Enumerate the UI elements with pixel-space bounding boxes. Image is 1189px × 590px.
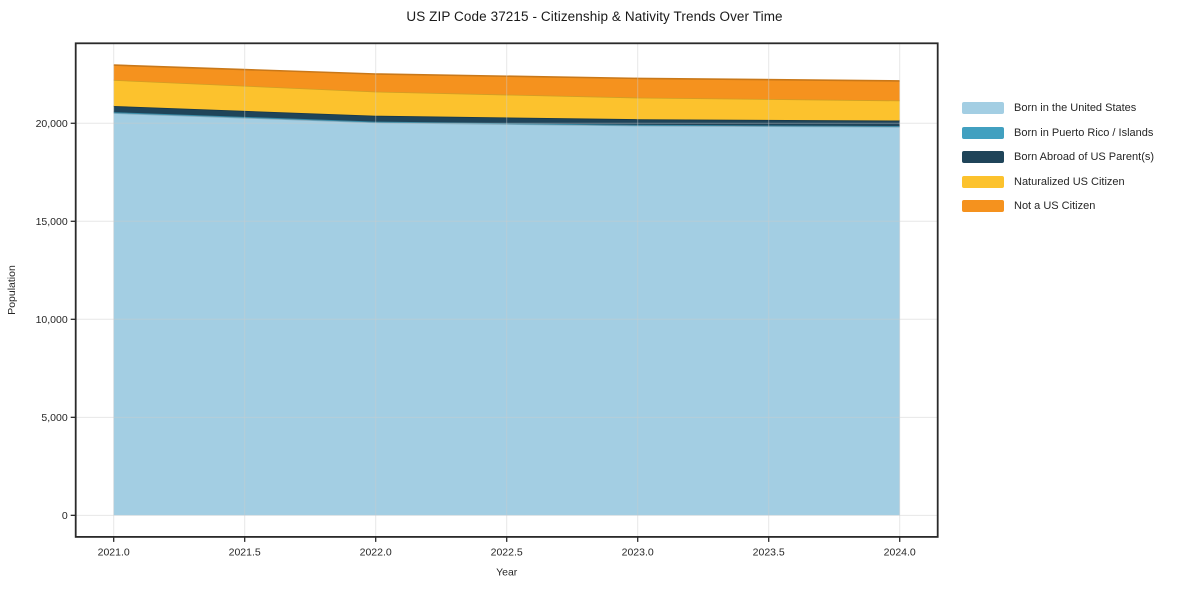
x-tick-labels: 2021.0 2021.5 2022.0 2022.5 2023.0 2023.5 2024… bbox=[98, 546, 916, 558]
legend-label-puerto-rico: Born in Puerto Rico / Islands bbox=[1014, 126, 1154, 139]
legend-item-born-abroad: Born Abroad of US Parent(s) bbox=[962, 151, 1155, 164]
chart-title: US ZIP Code 37215 - Citizenship & Nativi… bbox=[406, 9, 783, 24]
y-tick-20,000: 20,000 bbox=[36, 118, 68, 130]
legend-label-not-citizen: Not a US Citizen bbox=[1014, 200, 1096, 213]
y-tick-0: 0 bbox=[62, 510, 68, 522]
legend: Born in the United States Born in Puerto… bbox=[962, 102, 1154, 225]
area-series-3 bbox=[113, 80, 900, 121]
y-tick-labels: 0 5,000 10,000 15,000 20,000 bbox=[36, 118, 68, 522]
x-tick-2023.5: 2023.5 bbox=[753, 546, 785, 558]
legend-item-born-us: Born in the United States bbox=[962, 102, 1154, 114]
stacked-areas bbox=[113, 64, 900, 516]
x-tick-2022.5: 2022.5 bbox=[491, 546, 523, 558]
legend-label-naturalized: Naturalized US Citizen bbox=[1014, 175, 1125, 188]
axis-ticks bbox=[70, 122, 901, 542]
y-tick-5,000: 5,000 bbox=[41, 412, 67, 424]
legend-swatch-born-abroad bbox=[962, 151, 1004, 164]
x-tick-2021.0: 2021.0 bbox=[98, 546, 130, 558]
legend-item-naturalized: Naturalized US Citizen bbox=[962, 175, 1154, 188]
legend-item-puerto-rico: Born in Puerto Rico / Islands bbox=[962, 126, 1154, 139]
legend-item-not-citizen: Not a US Citizen bbox=[962, 200, 1154, 213]
y-tick-15,000: 15,000 bbox=[36, 216, 68, 228]
area-edge-4 bbox=[113, 64, 900, 82]
y-axis-label: Population bbox=[6, 265, 18, 315]
x-axis-label: Year bbox=[496, 567, 518, 579]
y-tick-10,000: 10,000 bbox=[36, 314, 68, 326]
legend-swatch-born-us bbox=[962, 102, 1004, 114]
x-tick-2022.0: 2022.0 bbox=[360, 546, 392, 558]
x-tick-2023.0: 2023.0 bbox=[622, 546, 654, 558]
area-series-4 bbox=[113, 65, 900, 101]
legend-swatch-naturalized bbox=[962, 175, 1004, 188]
legend-label-born-us: Born in the United States bbox=[1014, 102, 1137, 114]
legend-label-born-abroad: Born Abroad of US Parent(s) bbox=[1014, 151, 1155, 164]
gridlines bbox=[75, 43, 938, 537]
x-tick-2024.0: 2024.0 bbox=[884, 546, 916, 558]
legend-swatch-not-citizen bbox=[962, 200, 1004, 213]
legend-swatch-puerto-rico bbox=[962, 126, 1004, 139]
area-series-2 bbox=[113, 106, 900, 126]
plot-area: 2021.0 2021.5 2022.0 2022.5 2023.0 2023.5 2024… bbox=[6, 42, 939, 579]
area-series-0 bbox=[113, 113, 900, 516]
x-tick-2021.5: 2021.5 bbox=[229, 546, 261, 558]
